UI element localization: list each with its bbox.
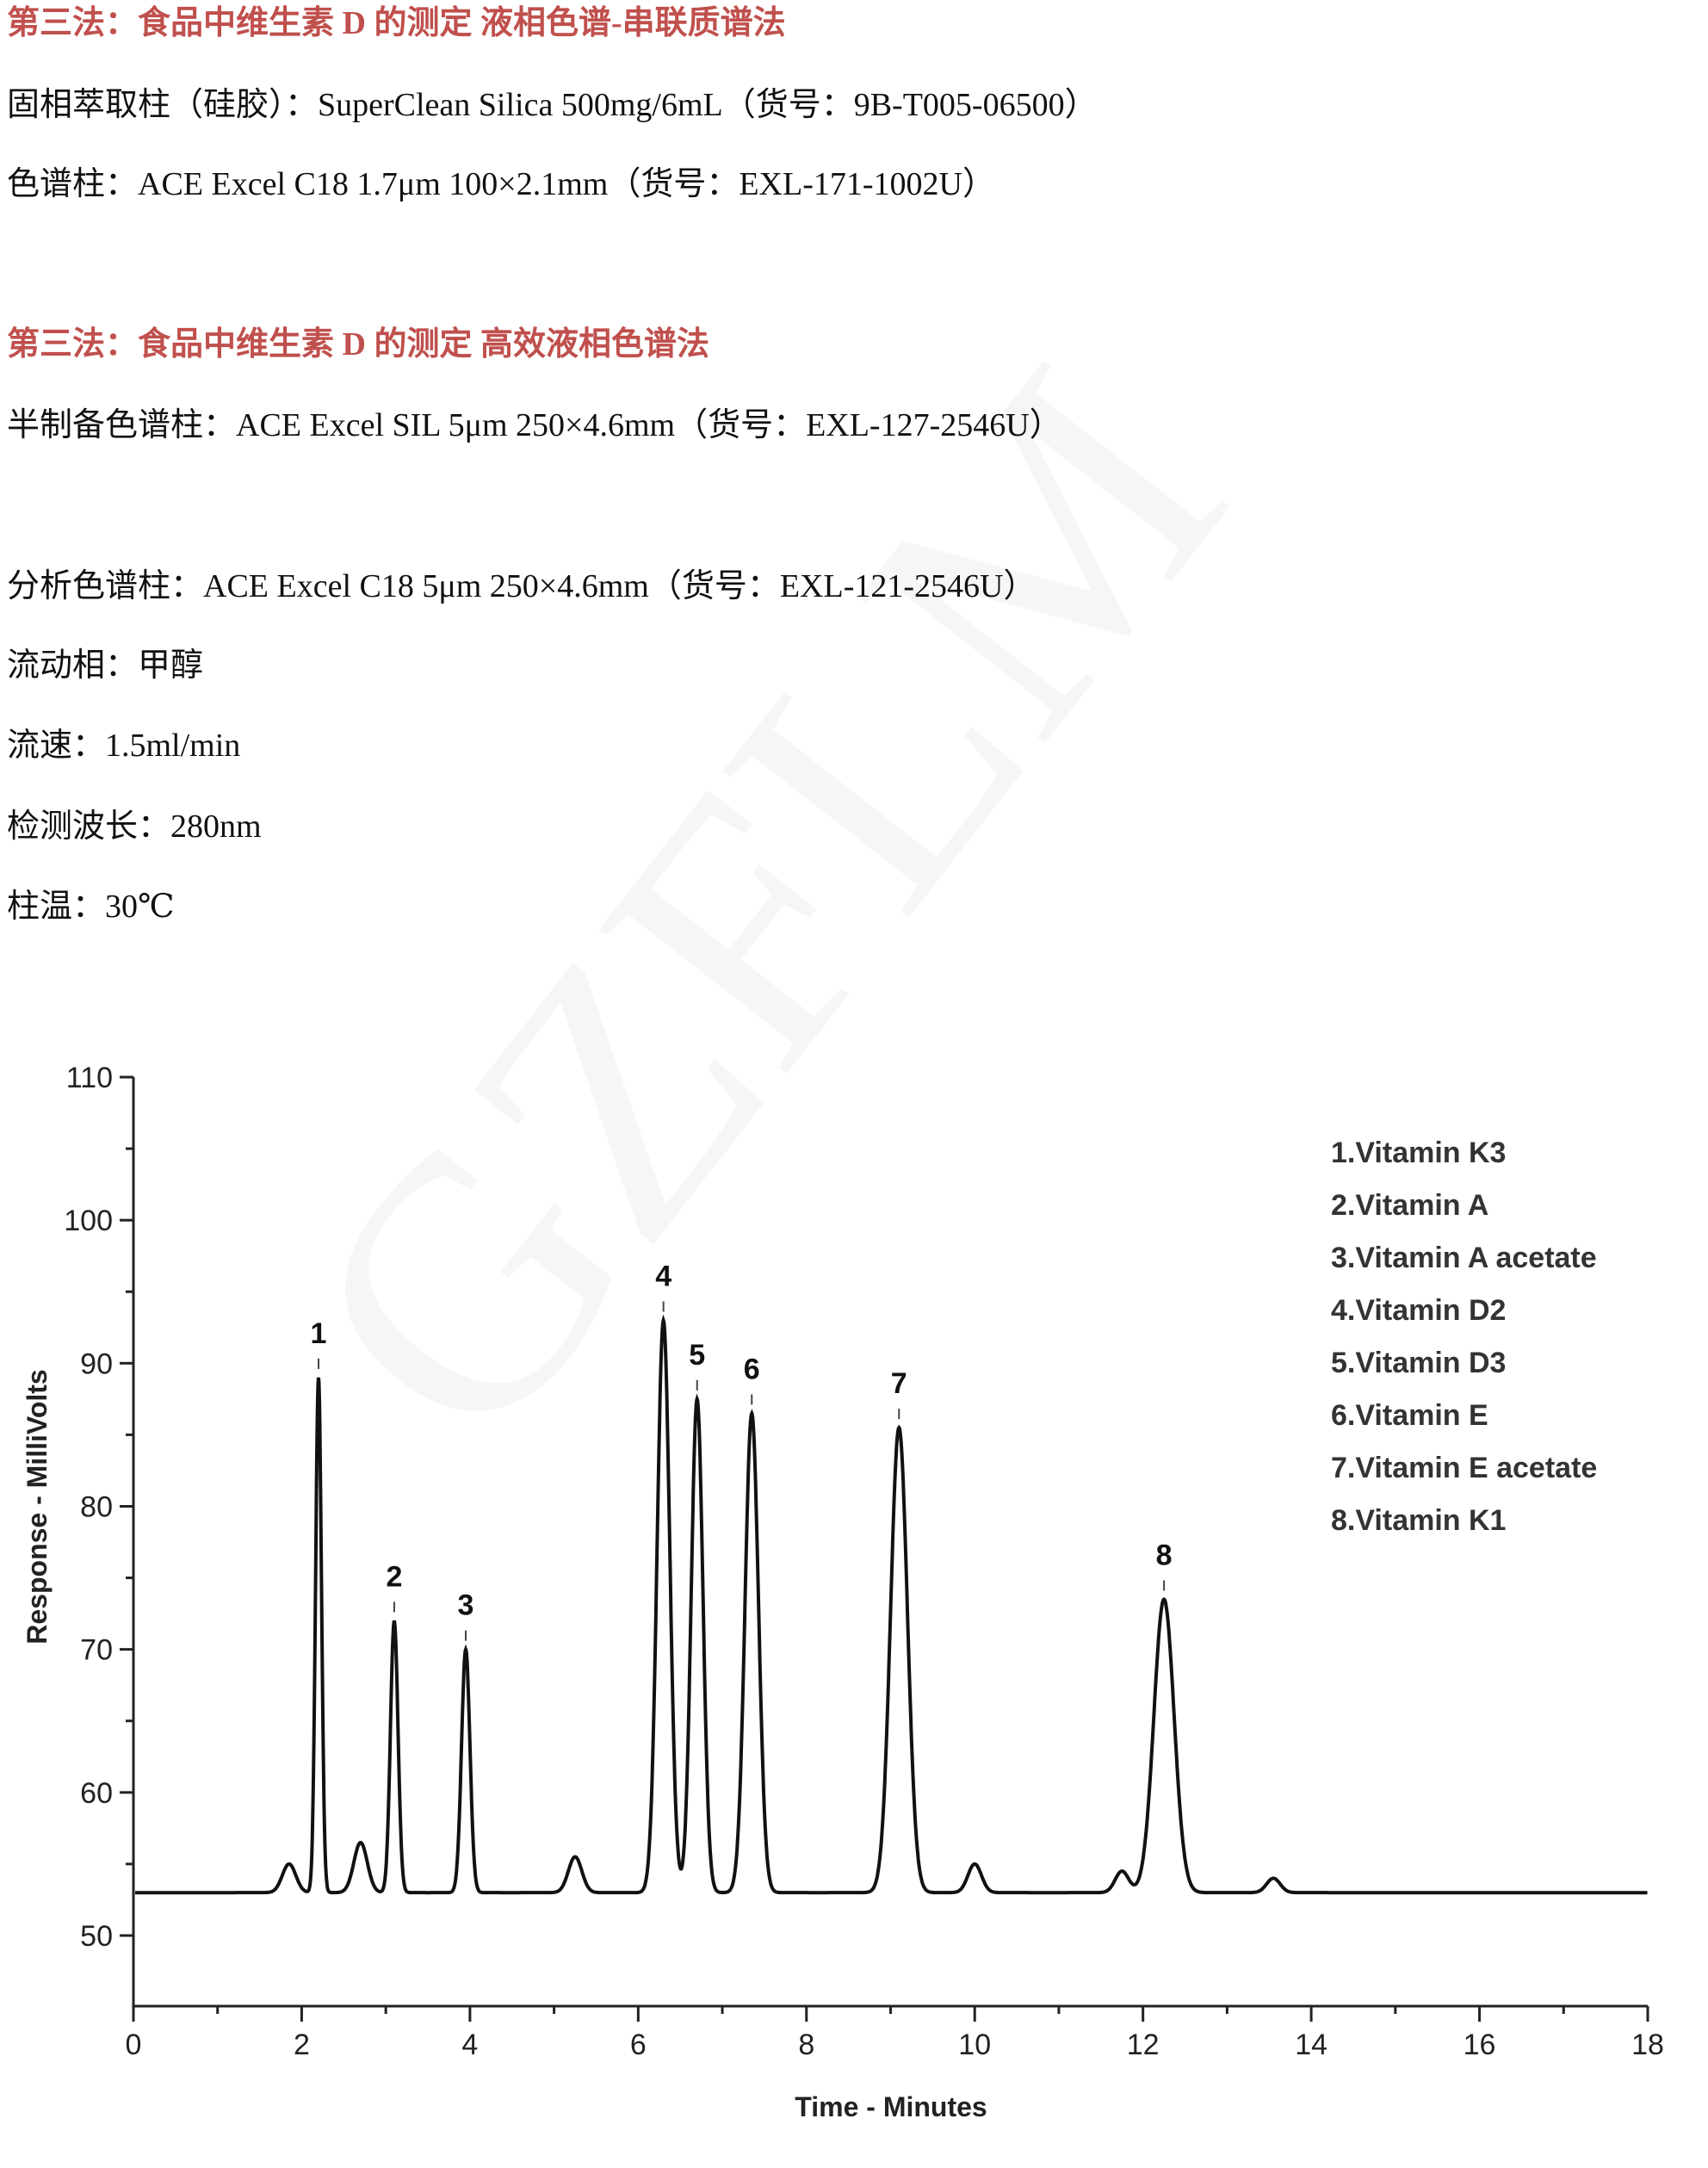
mobile-phase-line: 流动相：甲醇 <box>7 647 204 684</box>
column-temp-line: 柱温：30℃ <box>7 889 175 925</box>
x-tick-label: 10 <box>958 2029 991 2061</box>
column-line: 色谱柱：ACE Excel C18 1.7μm 100×2.1mm（货号：EXL… <box>7 166 995 202</box>
x-axis-label: Time - Minutes <box>795 2091 987 2122</box>
x-tick-label: 6 <box>630 2029 647 2061</box>
analytical-column-line: 分析色谱柱：ACE Excel C18 5μm 250×4.6mm（货号：EXL… <box>7 568 1037 604</box>
peak-label: 8 <box>1156 1539 1173 1572</box>
section-title-hplc: 第三法：食品中维生素 D 的测定 高效液相色谱法 <box>7 326 709 362</box>
x-tick-label: 12 <box>1127 2029 1160 2061</box>
x-tick-label: 16 <box>1464 2029 1496 2061</box>
y-tick-label: 90 <box>80 1347 113 1380</box>
legend-item: 2.Vitamin A <box>1331 1189 1488 1222</box>
x-tick-label: 18 <box>1631 2029 1664 2061</box>
legend-item: 6.Vitamin E <box>1331 1399 1488 1432</box>
x-tick-label: 0 <box>126 2029 142 2061</box>
semiprep-column-line: 半制备色谱柱：ACE Excel SIL 5μm 250×4.6mm（货号：EX… <box>7 407 1062 443</box>
legend-item: 8.Vitamin K1 <box>1331 1504 1506 1537</box>
legend-item: 5.Vitamin D3 <box>1331 1347 1506 1379</box>
x-tick-label: 2 <box>294 2029 310 2061</box>
spe-column-line: 固相萃取柱（硅胶）：SuperClean Silica 500mg/6mL（货号… <box>7 87 1098 123</box>
y-tick-label: 80 <box>80 1491 113 1524</box>
peak-label: 3 <box>458 1589 474 1622</box>
legend-item: 7.Vitamin E acetate <box>1331 1452 1597 1484</box>
peak-label: 7 <box>891 1367 907 1400</box>
peak-label: 6 <box>744 1353 760 1385</box>
section-title-lcms: 第三法：食品中维生素 D 的测定 液相色谱-串联质谱法 <box>7 5 786 41</box>
legend-item: 4.Vitamin D2 <box>1331 1294 1506 1327</box>
flow-rate-line: 流速：1.5ml/min <box>7 728 241 764</box>
watermark: GZFLM <box>228 300 1298 1512</box>
x-tick-label: 4 <box>461 2029 478 2061</box>
y-tick-label: 100 <box>64 1205 113 1237</box>
y-tick-label: 110 <box>66 1062 113 1094</box>
legend-item: 1.Vitamin K3 <box>1331 1137 1506 1169</box>
chromatogram-trace <box>135 1314 1648 1895</box>
peak-label: 5 <box>689 1339 705 1372</box>
x-tick-label: 14 <box>1295 2029 1327 2061</box>
peak-label: 1 <box>311 1317 327 1350</box>
y-tick-label: 60 <box>80 1777 113 1810</box>
peak-label: 4 <box>655 1260 671 1292</box>
y-tick-label: 50 <box>80 1920 113 1953</box>
legend-item: 3.Vitamin A acetate <box>1331 1242 1597 1274</box>
x-tick-label: 8 <box>798 2029 814 2061</box>
y-axis-label: Response - MilliVolts <box>22 1369 53 1644</box>
peak-label: 2 <box>386 1560 402 1593</box>
wavelength-line: 检测波长：280nm <box>7 808 262 845</box>
y-tick-label: 70 <box>80 1634 113 1667</box>
